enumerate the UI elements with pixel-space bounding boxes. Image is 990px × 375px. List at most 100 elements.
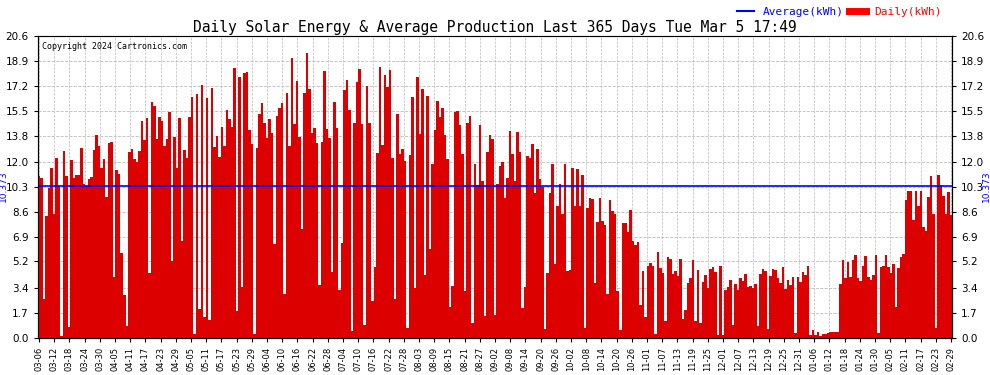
Bar — [779, 283, 782, 338]
Bar — [48, 188, 50, 338]
Bar — [527, 156, 529, 338]
Bar — [682, 319, 684, 338]
Bar — [88, 179, 90, 338]
Bar — [391, 158, 394, 338]
Bar — [584, 328, 586, 338]
Bar — [216, 136, 218, 338]
Bar — [897, 268, 900, 338]
Bar — [602, 221, 604, 338]
Bar — [822, 334, 825, 338]
Bar — [206, 98, 208, 338]
Bar — [805, 275, 807, 338]
Bar — [714, 272, 717, 338]
Bar — [311, 134, 314, 338]
Bar — [68, 327, 70, 338]
Bar — [85, 186, 88, 338]
Bar — [862, 266, 864, 338]
Bar — [849, 277, 852, 338]
Bar — [383, 75, 386, 338]
Bar — [298, 138, 301, 338]
Bar — [486, 152, 489, 338]
Bar — [840, 284, 842, 338]
Bar — [316, 143, 319, 338]
Bar — [679, 259, 682, 338]
Bar — [291, 58, 293, 338]
Bar — [664, 321, 666, 338]
Bar — [569, 270, 571, 338]
Bar — [356, 82, 358, 338]
Bar — [529, 158, 532, 338]
Bar — [797, 277, 799, 338]
Bar — [111, 142, 113, 338]
Bar — [80, 148, 83, 338]
Bar — [789, 285, 792, 338]
Bar — [517, 132, 519, 338]
Bar — [358, 69, 361, 338]
Bar — [286, 93, 288, 338]
Bar — [501, 162, 504, 338]
Bar — [221, 127, 223, 338]
Bar — [514, 181, 517, 338]
Bar — [386, 87, 388, 338]
Bar — [617, 291, 619, 338]
Bar — [373, 267, 376, 338]
Bar — [509, 131, 511, 338]
Bar — [473, 164, 476, 338]
Bar — [812, 330, 815, 338]
Bar — [416, 77, 419, 338]
Bar — [246, 72, 248, 338]
Bar — [867, 277, 869, 338]
Bar — [576, 169, 579, 338]
Bar — [399, 154, 401, 338]
Bar — [123, 295, 126, 338]
Bar — [138, 152, 141, 338]
Bar — [484, 316, 486, 338]
Bar — [344, 90, 346, 338]
Bar — [52, 214, 55, 338]
Bar — [434, 130, 437, 338]
Bar — [444, 135, 446, 338]
Bar — [559, 184, 561, 338]
Bar — [175, 168, 178, 338]
Bar — [922, 227, 925, 338]
Bar — [656, 252, 659, 338]
Bar — [709, 269, 712, 338]
Bar — [476, 185, 479, 338]
Bar — [581, 174, 584, 338]
Bar — [942, 196, 944, 338]
Bar — [336, 128, 339, 338]
Bar — [589, 198, 591, 338]
Bar — [902, 254, 905, 338]
Bar — [511, 154, 514, 338]
Bar — [255, 148, 258, 338]
Bar — [504, 198, 506, 338]
Bar — [491, 139, 494, 338]
Bar — [749, 286, 751, 338]
Bar — [920, 191, 922, 338]
Bar — [93, 150, 95, 338]
Bar — [649, 263, 651, 338]
Bar — [719, 266, 722, 338]
Bar — [925, 231, 927, 338]
Bar — [341, 243, 344, 338]
Bar — [614, 214, 617, 338]
Bar — [198, 309, 201, 338]
Bar — [248, 130, 250, 338]
Bar — [371, 302, 373, 338]
Bar — [494, 315, 496, 338]
Bar — [253, 334, 255, 338]
Bar — [314, 128, 316, 338]
Bar — [900, 257, 902, 338]
Bar — [671, 273, 674, 338]
Bar — [754, 284, 756, 338]
Bar — [892, 264, 895, 338]
Bar — [949, 215, 952, 338]
Bar — [153, 106, 155, 338]
Bar — [136, 162, 138, 338]
Bar — [599, 198, 602, 338]
Bar — [642, 272, 644, 338]
Bar — [244, 73, 246, 338]
Bar — [759, 274, 761, 338]
Bar — [185, 158, 188, 338]
Bar — [108, 142, 111, 338]
